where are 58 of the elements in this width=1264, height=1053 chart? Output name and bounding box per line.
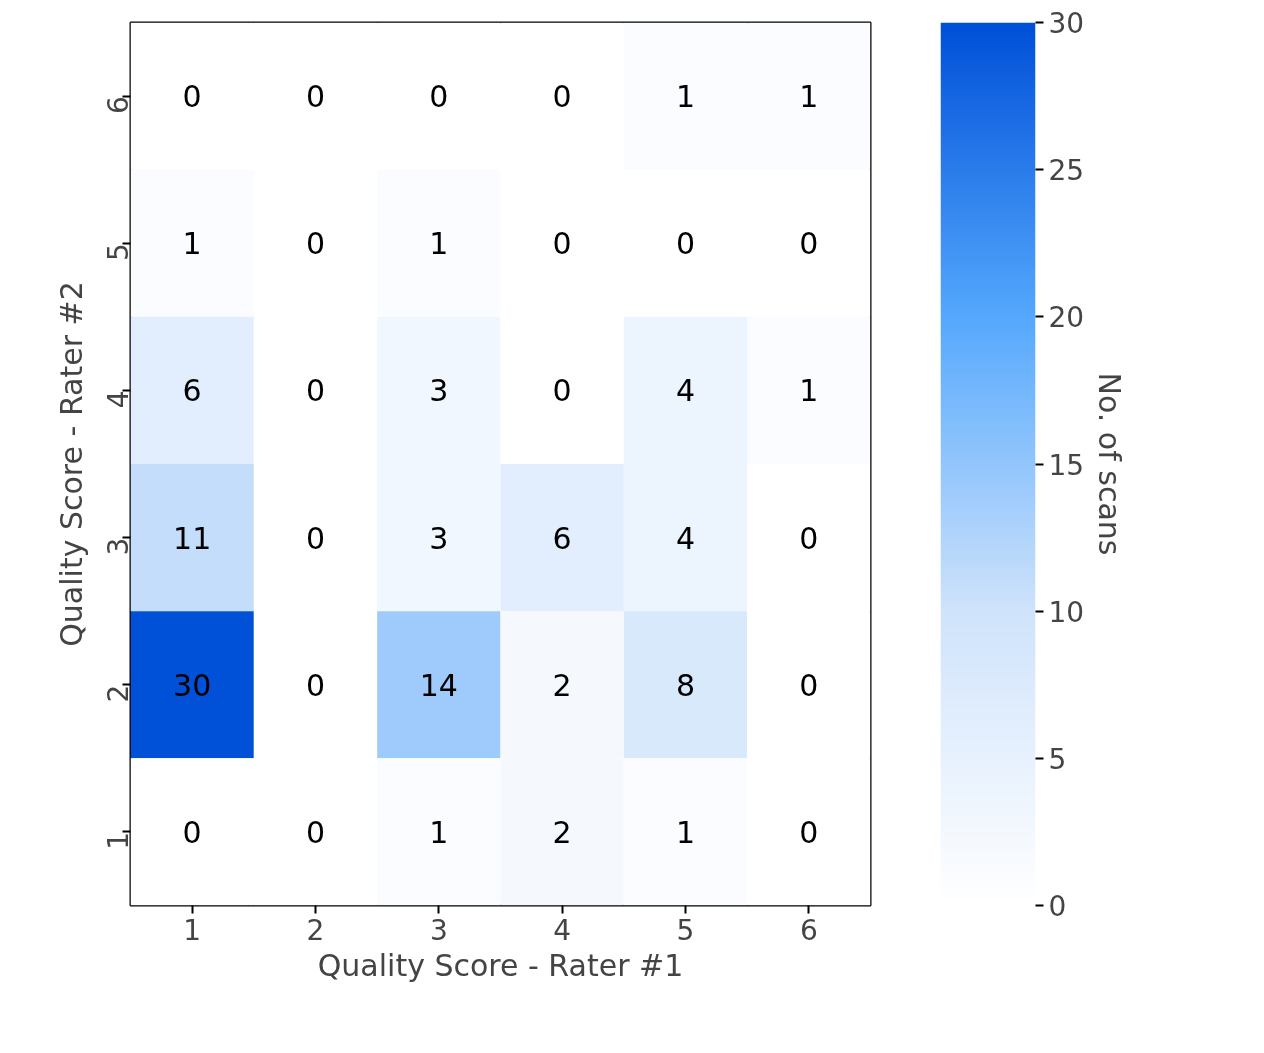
y-axis-title: Quality Score - Rater #2 — [53, 281, 89, 647]
data-label: 4 — [675, 520, 696, 556]
data-label: 6 — [182, 373, 202, 409]
y-tick-label: 3 — [102, 537, 135, 556]
data-label: 0 — [182, 814, 202, 850]
data-label: 0 — [799, 226, 819, 262]
data-label: 0 — [182, 79, 202, 115]
data-label: 0 — [305, 373, 326, 409]
color-bar-title: No. of scans — [1092, 372, 1128, 556]
data-label: 1 — [675, 79, 696, 115]
x-tick-label: 4 — [553, 913, 572, 947]
color-bar-label: 5 — [1048, 742, 1067, 776]
data-label: 2 — [552, 667, 572, 703]
data-label: 14 — [419, 667, 458, 703]
y-tick-label: 1 — [102, 831, 135, 850]
x-tick-label: 5 — [676, 913, 695, 947]
data-label: 0 — [429, 79, 449, 115]
data-label: 1 — [429, 226, 449, 262]
data-label: 1 — [429, 814, 449, 850]
color-bar-label: 15 — [1048, 448, 1085, 482]
color-bar-label: 20 — [1048, 301, 1085, 335]
data-label: 11 — [173, 520, 212, 556]
data-label: 8 — [675, 667, 696, 703]
data-label: 0 — [305, 226, 326, 262]
y-tick-label: 6 — [102, 96, 135, 114]
data-label: 0 — [305, 520, 326, 556]
data-label: 1 — [799, 79, 819, 115]
data-label: 0 — [799, 814, 819, 850]
color-bar-label: 30 — [1048, 7, 1085, 40]
data-label: 1 — [799, 373, 819, 409]
data-label: 2 — [552, 814, 572, 850]
data-label: 0 — [552, 226, 572, 262]
x-tick-label: 2 — [306, 913, 325, 947]
data-label: 0 — [799, 667, 819, 703]
data-label: 6 — [552, 520, 572, 556]
y-tick-label: 5 — [102, 243, 135, 262]
y-tick-label: 2 — [102, 684, 135, 703]
data-label: 3 — [429, 520, 449, 556]
color-bar-label: 0 — [1048, 890, 1067, 923]
data-label: 4 — [675, 373, 696, 409]
data-label: 3 — [429, 373, 449, 409]
x-axis-title: Quality Score - Rater #1 — [317, 947, 684, 983]
data-label: 0 — [305, 667, 326, 703]
data-label: 1 — [675, 814, 696, 850]
x-tick-label: 6 — [799, 913, 818, 947]
y-tick-label: 4 — [102, 390, 135, 409]
data-label: 30 — [173, 667, 212, 703]
color-bar-label: 10 — [1048, 595, 1085, 629]
data-label: 0 — [799, 520, 819, 556]
x-tick-label: 3 — [429, 913, 448, 947]
data-label: 0 — [305, 814, 326, 850]
color-bar-label: 25 — [1048, 154, 1085, 188]
data-label: 0 — [305, 79, 326, 115]
data-label: 1 — [182, 226, 202, 262]
data-label: 0 — [552, 79, 572, 115]
data-label: 0 — [552, 373, 572, 409]
data-label: 0 — [675, 226, 696, 262]
x-tick-label: 1 — [183, 913, 202, 947]
